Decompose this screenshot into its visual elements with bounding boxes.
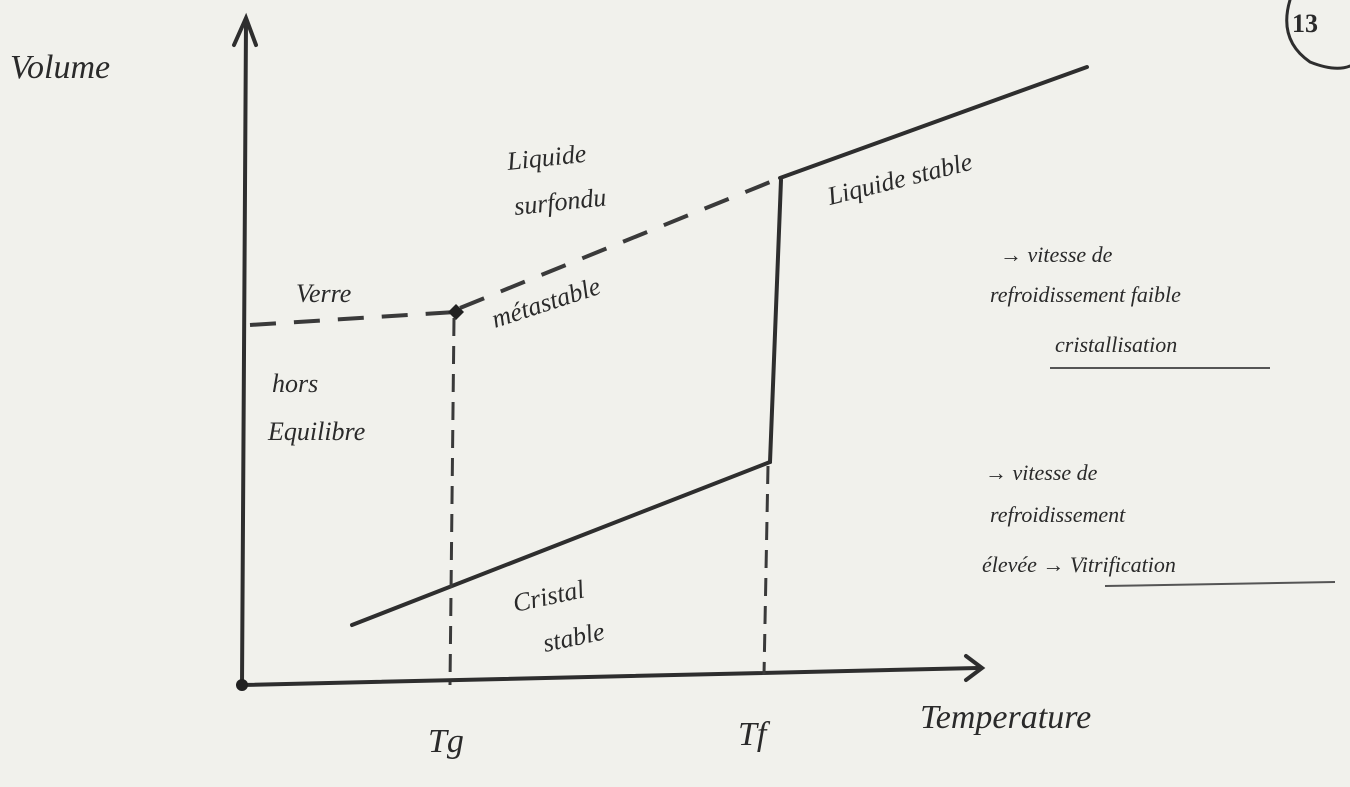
region-label: Verre bbox=[296, 279, 351, 308]
origin bbox=[236, 679, 248, 691]
page-number: 13 bbox=[1292, 9, 1318, 38]
y-axis-label: Volume bbox=[10, 49, 110, 86]
region-label: hors bbox=[272, 369, 318, 398]
diagram: 13 Volume Temperature Tg Tf Liquide surf… bbox=[0, 0, 1350, 787]
note-line: → vitesse de bbox=[985, 460, 1098, 485]
region-label: Equilibre bbox=[267, 417, 365, 446]
note-line: → vitesse de bbox=[1000, 242, 1113, 267]
x-axis-label: Temperature bbox=[920, 699, 1091, 736]
x-tick-label: Tf bbox=[738, 716, 771, 753]
note-line: refroidissement bbox=[990, 502, 1126, 527]
note-line: cristallisation bbox=[1055, 332, 1177, 357]
note-line: élevée → Vitrification bbox=[982, 552, 1176, 577]
x-tick-label: Tg bbox=[428, 723, 464, 760]
page: 13 Volume Temperature Tg Tf Liquide surf… bbox=[0, 0, 1350, 787]
paper bbox=[0, 0, 1350, 787]
note-line: refroidissement faible bbox=[990, 282, 1181, 307]
